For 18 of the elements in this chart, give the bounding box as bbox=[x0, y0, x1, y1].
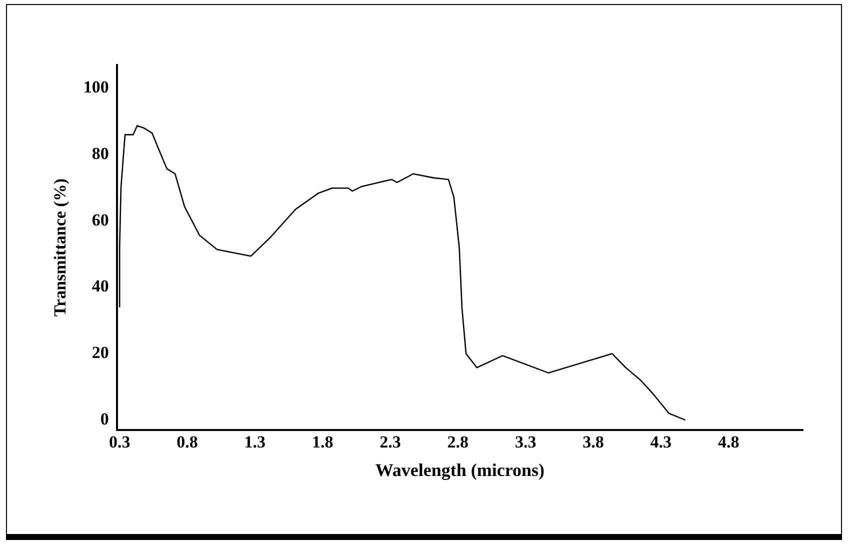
x-tick-label: 3.3 bbox=[514, 432, 536, 452]
x-axis-title: Wavelength (microns) bbox=[375, 460, 545, 480]
y-tick-label: 80 bbox=[92, 144, 109, 163]
x-tick-label: 2.8 bbox=[447, 432, 469, 452]
y-tick-label: 40 bbox=[92, 276, 109, 296]
y-tick-label: 60 bbox=[92, 210, 109, 230]
x-tick-label: 4.3 bbox=[650, 432, 672, 452]
x-tick-label: 0.8 bbox=[176, 432, 198, 452]
y-tick-label: 100 bbox=[83, 78, 109, 97]
x-tick-label: 2.3 bbox=[380, 432, 401, 452]
y-tick-label: 20 bbox=[92, 343, 109, 362]
x-tick-label: 0.3 bbox=[108, 432, 130, 452]
y-axis-title: Transmittance (%) bbox=[50, 178, 70, 317]
x-tick-label: 3.8 bbox=[582, 432, 604, 452]
x-tick-label: 4.8 bbox=[718, 432, 740, 452]
y-tick-label: 0 bbox=[100, 409, 109, 428]
x-tick-label: 1.8 bbox=[312, 432, 334, 452]
x-tick-label: 1.3 bbox=[244, 432, 266, 452]
